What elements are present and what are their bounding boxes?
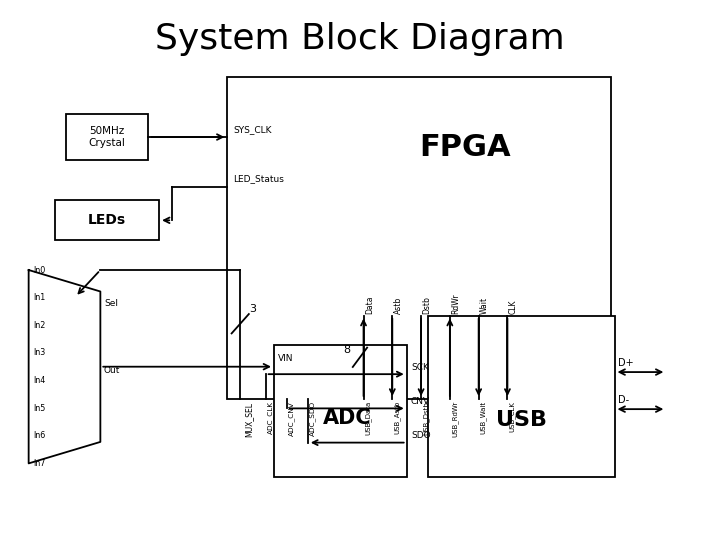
Text: LED_Status: LED_Status (233, 174, 284, 184)
Text: USB_Dstb: USB_Dstb (423, 401, 429, 435)
Text: In1: In1 (33, 293, 45, 302)
Bar (66, 114, 148, 160)
Text: D-: D- (618, 395, 629, 406)
Text: USB_RdWr: USB_RdWr (451, 401, 458, 437)
Bar (274, 345, 407, 477)
Text: USB_Data: USB_Data (365, 401, 372, 435)
Text: Astb: Astb (394, 296, 402, 314)
Text: Out: Out (104, 367, 120, 375)
Text: ADC_CLK: ADC_CLK (267, 401, 274, 434)
Bar (55, 200, 159, 240)
Text: USB: USB (496, 410, 547, 430)
Text: D+: D+ (618, 359, 634, 368)
Text: In4: In4 (33, 376, 45, 385)
Text: VIN: VIN (277, 354, 293, 363)
Text: SCK: SCK (411, 363, 429, 372)
Bar (228, 77, 611, 399)
Text: Sel: Sel (104, 299, 118, 308)
Text: Data: Data (365, 295, 374, 314)
Text: LEDs: LEDs (88, 213, 126, 227)
Polygon shape (29, 270, 100, 463)
Text: ADC_CNV: ADC_CNV (288, 401, 295, 436)
Text: In5: In5 (33, 403, 45, 413)
Text: RdWr: RdWr (451, 293, 460, 314)
Text: MUX_SEL: MUX_SEL (245, 402, 253, 437)
Text: 8: 8 (343, 345, 351, 355)
Text: 50MHz
Crystal: 50MHz Crystal (89, 126, 125, 148)
Text: USB_Wait: USB_Wait (480, 401, 487, 434)
Text: In2: In2 (33, 321, 45, 330)
Text: In0: In0 (33, 266, 45, 274)
Bar (428, 316, 615, 477)
Text: 3: 3 (250, 304, 256, 314)
Text: Wait: Wait (480, 296, 489, 314)
Text: USB_Astb: USB_Astb (394, 401, 400, 434)
Text: In3: In3 (33, 348, 45, 357)
Text: Dstb: Dstb (423, 295, 431, 314)
Text: In7: In7 (33, 459, 45, 468)
Text: FPGA: FPGA (420, 133, 511, 162)
Text: SDO: SDO (411, 431, 431, 441)
Text: ADC: ADC (323, 408, 372, 428)
Text: ADC_SDO: ADC_SDO (310, 401, 316, 436)
Text: CNV: CNV (411, 397, 430, 406)
Text: System Block Diagram: System Block Diagram (155, 22, 565, 56)
Text: USB_CLK: USB_CLK (509, 401, 516, 432)
Text: CLK: CLK (509, 299, 518, 314)
Text: In6: In6 (33, 431, 45, 440)
Text: SYS_CLK: SYS_CLK (233, 125, 271, 134)
